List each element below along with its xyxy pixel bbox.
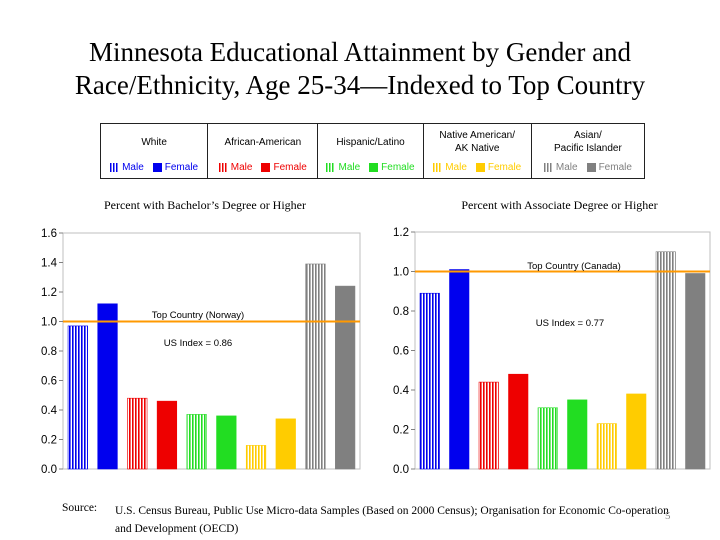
chart-bachelors: 0.0 0.2 0.4 0.6 0.8 1.0 1.2 1.4 1.6 Top Country (… [41,228,361,476]
y-tick-label: 1.4 [41,258,58,270]
solid-swatch-icon [369,163,379,172]
legend-group-hispanic-latino: Hispanic/Latino Male Female [318,124,424,178]
page-number: 5 [665,510,671,522]
solid-swatch-icon [261,163,271,172]
striped-swatch-icon [433,163,443,172]
striped-swatch-icon [218,163,228,172]
bar-4 [156,400,178,470]
legend-male: Male [110,162,144,173]
y-tick-label: 0.4 [393,385,410,397]
striped-swatch-icon [543,163,553,172]
y-tick-label: 0.8 [41,346,57,358]
y-tick-label: 0.6 [393,346,409,358]
reference-label: Top Country (Canada) [527,261,620,272]
legend-male: Male [326,162,360,173]
solid-swatch-icon [586,163,596,172]
y-tick-label: 0.8 [393,306,409,318]
chart-title-bachelors: Percent with Bachelor’s Degree or Higher [103,198,307,212]
legend-male: Male [543,162,578,173]
y-tick-label: 1.2 [41,287,57,299]
index-label: US Index = 0.86 [164,338,232,349]
index-label: US Index = 0.77 [536,318,604,329]
bar-7 [245,445,267,470]
y-tick-label: 0.0 [393,464,409,476]
y-tick-label: 0.2 [41,435,57,447]
bar-1 [67,325,88,470]
bar-2 [97,303,118,470]
legend-group-native-american: Native American/ AK Native Male Female [424,124,532,178]
bar-6 [567,399,588,470]
y-tick-label: 1.0 [393,267,409,279]
slide-title: Minnesota Educational Attainment by Gend… [74,37,646,100]
chart-title-associate: Percent with Associate Degree or Higher [461,198,658,212]
legend-group-african-american: African-American Male Female [208,124,319,178]
legend-group-label: Hispanic/Latino [336,136,405,148]
striped-swatch-icon [110,163,120,172]
legend-group-label: Native American/ AK Native [439,130,516,154]
reference-label: Top Country (Norway) [152,310,244,321]
legend-female: Female [369,162,415,173]
legend-group-label: African-American [224,136,302,148]
legend: White Male Female African-American Male … [100,123,645,179]
legend-female: Female [261,162,307,173]
legend-group-white: White Male Female [101,124,209,178]
bar-8 [275,418,296,470]
solid-swatch-icon [475,163,485,172]
y-tick-label: 1.6 [41,228,57,240]
bar-5 [537,407,558,470]
y-tick-label: 1.0 [41,317,57,329]
legend-female: Female [586,162,632,173]
bar-8 [626,393,647,470]
bar-9 [305,263,326,470]
bar-5 [186,414,207,470]
legend-group-label: White [141,136,167,148]
bar-10 [685,273,706,470]
y-tick-label: 1.2 [393,227,409,239]
legend-group-asian-pacific: Asian/ Pacific Islander Male Female [532,124,644,178]
bar-7 [596,423,617,470]
legend-female: Female [475,162,521,173]
y-tick-label: 0.0 [41,464,57,476]
bar-4 [508,373,529,470]
bar-6 [216,415,237,470]
bar-1 [419,292,440,470]
bar-10 [335,285,356,470]
chart-associate: 0.0 0.2 0.4 0.6 0.8 1.0 1.2 Top Country (Canada… [393,227,711,476]
y-tick-label: 0.2 [393,425,409,437]
legend-group-label: Asian/ Pacific Islander [554,130,622,154]
source-text: U.S. Census Bureau, Public Use Micro-dat… [115,505,669,535]
bar-2 [449,269,470,470]
bar-3 [478,381,499,470]
y-tick-label: 0.4 [41,405,58,417]
striped-swatch-icon [326,163,336,172]
bar-9 [655,251,676,470]
bar-3 [127,397,148,470]
source-label: Source: [62,502,98,514]
solid-swatch-icon [152,163,162,172]
legend-female: Female [152,162,198,173]
legend-male: Male [218,162,252,173]
legend-male: Male [433,162,467,173]
y-tick-label: 0.6 [41,376,57,388]
